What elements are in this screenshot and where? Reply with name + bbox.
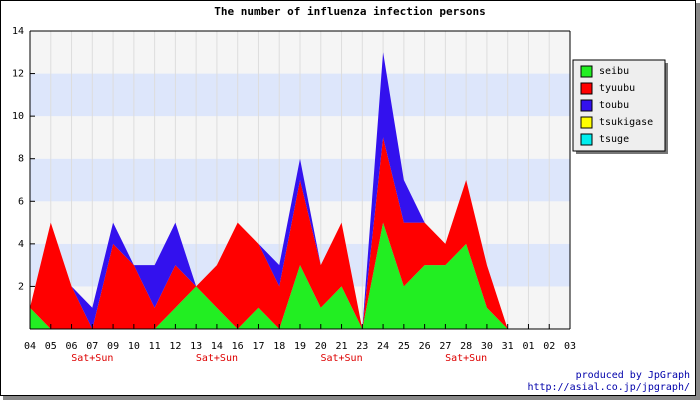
x-tick-label: 23 [356,341,368,352]
legend-label: toubu [599,100,629,111]
x-tick-label: 26 [419,341,431,352]
x-tick-label: 16 [232,341,244,352]
x-tick-label: 19 [294,341,306,352]
legend-swatch [580,116,593,129]
legend-swatch [580,99,593,112]
legend-label: seibu [599,66,629,77]
footer: http://asial.co.jp/jpgraph/ [527,382,690,393]
legend-label: tsukigase [599,117,653,128]
x-tick-label: 21 [336,341,348,352]
x-tick-label: 11 [149,341,161,352]
y-tick-label: 14 [12,26,24,37]
x-tick-label: 02 [543,341,555,352]
footer: produced by JpGraph [576,370,690,381]
x-tick-label: 03 [564,341,576,352]
area [30,222,508,329]
x-tick-label: 31 [502,341,514,352]
legend-label: tsuge [599,134,629,145]
x-tick-label: 13 [190,341,202,352]
x-tick-label: 07 [86,341,98,352]
x-tick-note: Sat+Sun [445,353,487,364]
y-tick-label: 6 [18,196,24,207]
y-tick-label: 10 [12,111,24,122]
x-tick-label: 12 [169,341,181,352]
x-tick-label: 18 [273,341,285,352]
legend-swatch [580,133,593,146]
chart-title: The number of influenza infection person… [214,5,486,18]
x-tick-label: 17 [252,341,264,352]
area [30,137,508,329]
x-tick-note: Sat+Sun [196,353,238,364]
x-tick-note: Sat+Sun [320,353,362,364]
x-tick-label: 25 [398,341,410,352]
legend-swatch [580,65,593,78]
x-tick-label: 10 [128,341,140,352]
legend-swatch [580,82,593,95]
x-tick-label: 24 [377,341,389,352]
x-tick-label: 01 [522,341,534,352]
x-tick-note: Sat+Sun [71,353,113,364]
x-tick-label: 28 [460,341,472,352]
x-tick-label: 30 [481,341,493,352]
y-tick-label: 2 [18,281,24,292]
y-tick-label: 4 [18,239,24,250]
x-tick-label: 09 [107,341,119,352]
x-tick-label: 14 [211,341,223,352]
legend-label: tyuubu [599,83,635,94]
x-tick-label: 05 [45,341,57,352]
y-tick-label: 8 [18,154,24,165]
x-tick-label: 27 [439,341,451,352]
x-tick-label: 20 [315,341,327,352]
x-tick-label: 06 [66,341,78,352]
area [30,52,508,330]
y-tick-label: 12 [12,69,24,80]
x-tick-label: 04 [24,341,36,352]
